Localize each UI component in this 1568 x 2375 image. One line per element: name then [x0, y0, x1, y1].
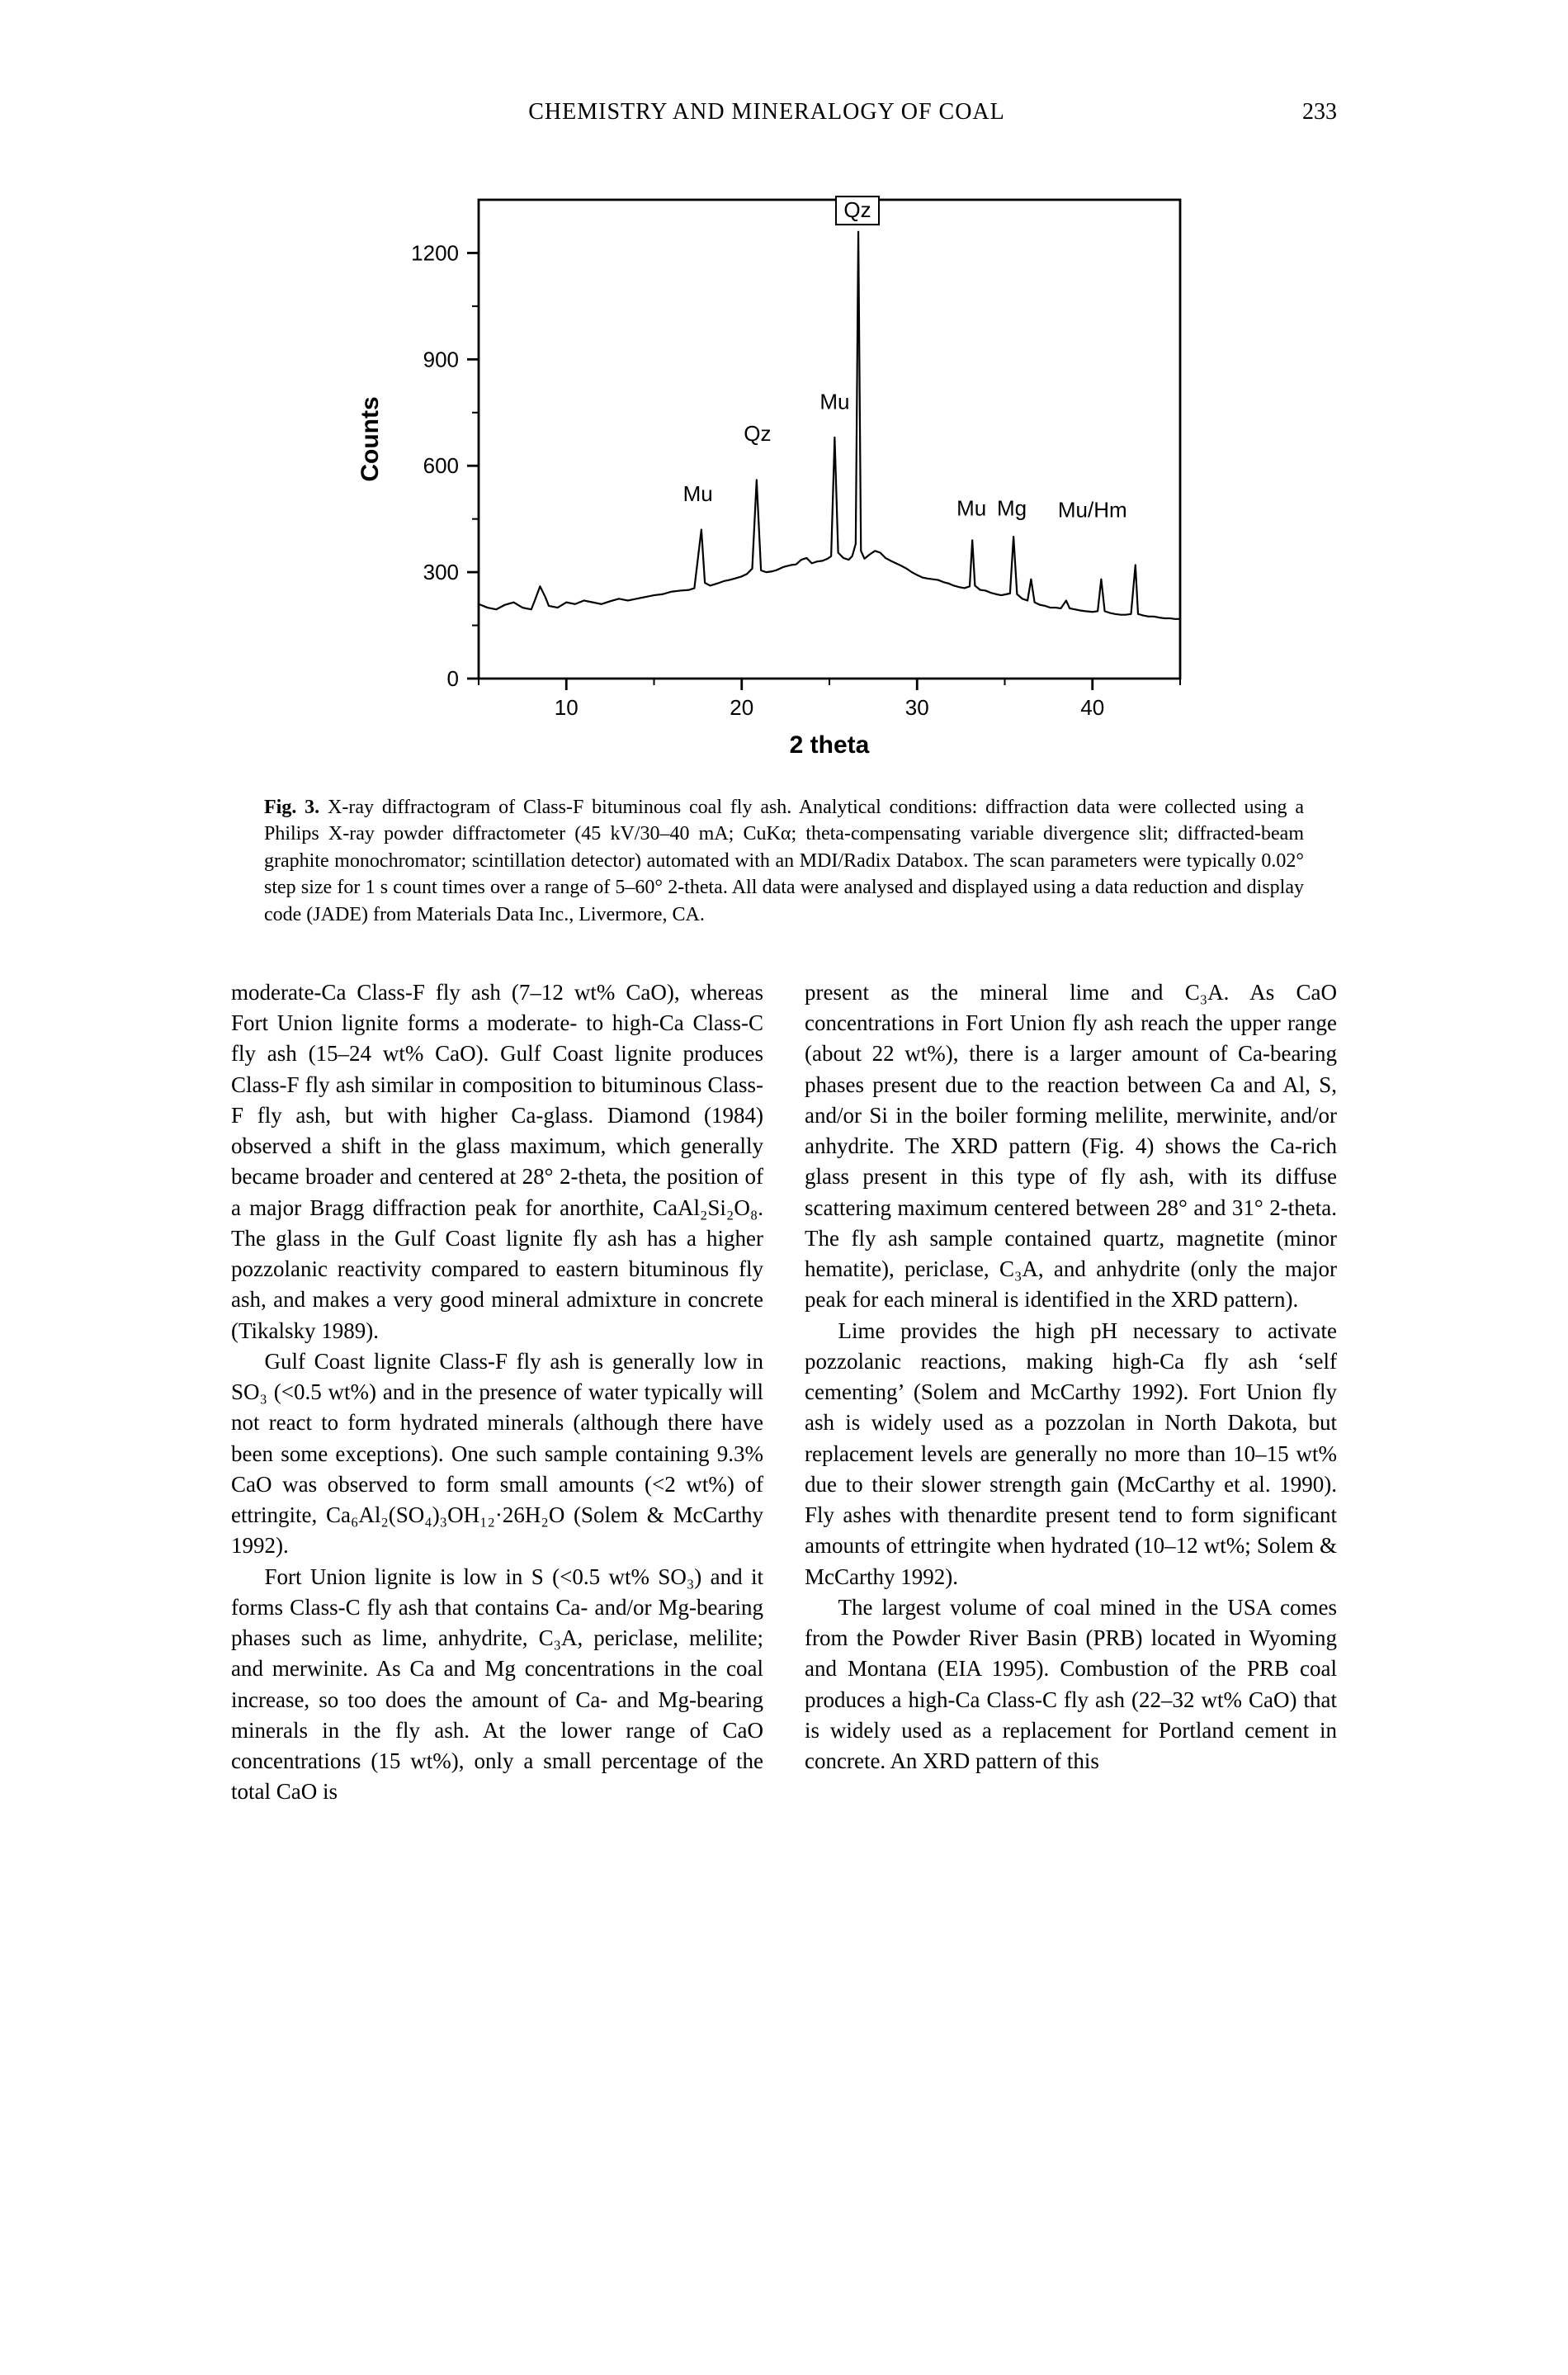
svg-text:Mu: Mu — [956, 495, 986, 520]
body-columns: moderate-Ca Class-F fly ash (7–12 wt% Ca… — [231, 977, 1337, 1808]
svg-text:900: 900 — [423, 347, 459, 371]
svg-text:Qz: Qz — [843, 197, 871, 222]
p-right-3: The largest volume of coal mined in the … — [805, 1592, 1337, 1777]
svg-text:600: 600 — [423, 453, 459, 478]
svg-text:300: 300 — [423, 560, 459, 584]
figure-3-chart: 0 300 600 900 1200 10 20 30 40 2 theta Counts Qz Mu Q… — [231, 175, 1337, 769]
svg-text:0: 0 — [447, 666, 459, 691]
figure-3-caption: Fig. 3. X-ray diffractogram of Class-F b… — [264, 794, 1304, 928]
svg-text:Qz: Qz — [744, 421, 771, 446]
svg-text:Mg: Mg — [997, 495, 1027, 520]
p-left-1: moderate-Ca Class-F fly ash (7–12 wt% Ca… — [231, 977, 763, 1346]
caption-label: Fig. 3. — [264, 797, 319, 818]
svg-text:1200: 1200 — [411, 240, 459, 265]
running-title: CHEMISTRY AND MINERALOGY OF COAL — [231, 99, 1302, 125]
svg-text:20: 20 — [730, 695, 753, 720]
svg-text:30: 30 — [905, 695, 929, 720]
svg-text:40: 40 — [1080, 695, 1104, 720]
p-left-3: Fort Union lignite is low in S (<0.5 wt%… — [231, 1562, 763, 1808]
svg-text:Mu/Hm: Mu/Hm — [1058, 498, 1127, 523]
col-right: present as the mineral lime and C₃A. As … — [805, 977, 1337, 1808]
p-left-2: Gulf Coast lignite Class-F fly ash is ge… — [231, 1346, 763, 1562]
caption-text: X-ray diffractogram of Class-F bituminou… — [264, 797, 1304, 925]
p-right-1: present as the mineral lime and C₃A. As … — [805, 977, 1337, 1316]
svg-text:2 theta: 2 theta — [790, 731, 870, 759]
page-number: 233 — [1302, 99, 1337, 125]
svg-text:Mu: Mu — [683, 481, 713, 506]
col-left: moderate-Ca Class-F fly ash (7–12 wt% Ca… — [231, 977, 763, 1808]
svg-text:Counts: Counts — [357, 396, 384, 481]
xrd-svg: 0 300 600 900 1200 10 20 30 40 2 theta Counts Qz Mu Q… — [338, 175, 1230, 769]
p-right-2: Lime provides the high pH necessary to a… — [805, 1316, 1337, 1592]
svg-text:10: 10 — [555, 695, 579, 720]
svg-text:Mu: Mu — [819, 389, 849, 414]
page-header: CHEMISTRY AND MINERALOGY OF COAL 233 — [231, 99, 1337, 125]
